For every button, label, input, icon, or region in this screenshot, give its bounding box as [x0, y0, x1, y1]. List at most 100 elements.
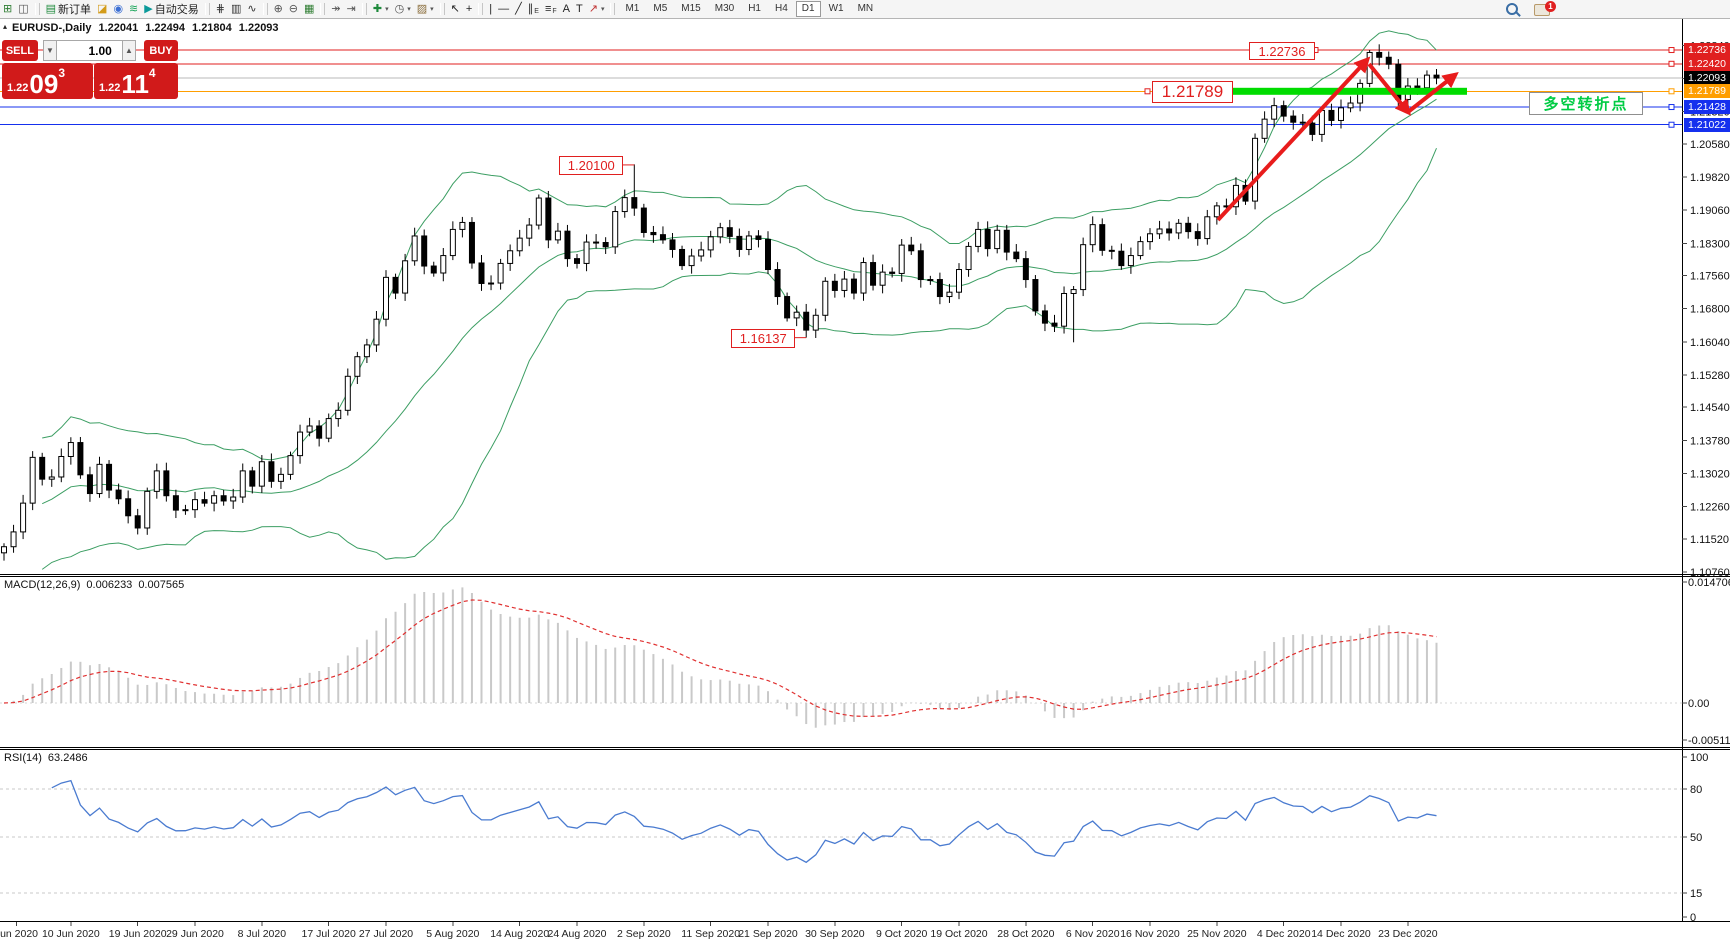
candle: [1, 543, 7, 561]
toolbar-separator: [361, 3, 367, 15]
tile-windows-icon[interactable]: ▦: [301, 1, 317, 17]
tf-h1[interactable]: H1: [748, 3, 761, 14]
tf-d1[interactable]: D1: [795, 1, 821, 17]
tf-mn[interactable]: MN: [857, 3, 874, 14]
candlestick-chart-icon[interactable]: ▥: [228, 1, 244, 17]
tf-m1[interactable]: M1: [625, 3, 640, 14]
price-label-1.22420: 1.22420: [1684, 56, 1730, 71]
candle: [163, 462, 170, 502]
annotation-price-120100[interactable]: 1.20100: [559, 156, 624, 176]
cursor-icon[interactable]: ↖: [448, 1, 463, 17]
periods-icon[interactable]: ◷ ▾: [392, 1, 414, 17]
auto-scroll-icon[interactable]: ↠: [328, 1, 343, 17]
text-icon[interactable]: A: [560, 1, 573, 17]
candle: [1147, 228, 1153, 250]
tf-m15[interactable]: M15: [681, 3, 701, 14]
candle: [29, 451, 36, 511]
auto-trading-button[interactable]: ▶ 自动交易: [141, 1, 201, 17]
rsi-label: RSI(14) 63.2486: [4, 752, 88, 764]
toolbar-separator: [478, 3, 484, 15]
tf-m30[interactable]: M30: [714, 3, 735, 14]
indicators-icon-dropdown[interactable]: ▾: [385, 6, 389, 13]
tf-w1[interactable]: W1: [828, 3, 844, 14]
date-tick: 5 Aug 2020: [426, 928, 479, 940]
trendline-icon[interactable]: ╱: [512, 1, 525, 17]
rsi-tick: 0: [1690, 912, 1696, 924]
volume-input[interactable]: 1.00: [57, 40, 122, 61]
annotation-note-text[interactable]: 多空转折点: [1529, 92, 1643, 115]
trend-arrow: [1216, 56, 1371, 222]
sell-price-main: 1.22: [7, 82, 29, 94]
one-click-collapse-icon[interactable]: ▴: [3, 22, 8, 31]
chart-shift-icon[interactable]: ⇥: [344, 1, 359, 17]
zoom-in-icon[interactable]: ⊕: [271, 1, 286, 17]
vertical-line-icon[interactable]: |: [486, 1, 495, 17]
candle: [277, 467, 284, 489]
sell-price[interactable]: 1.22 09 3: [2, 63, 93, 99]
new-order-button[interactable]: ▤ 新订单: [43, 1, 94, 17]
volume-increase-button[interactable]: ▲: [121, 40, 137, 61]
zoom-out-icon[interactable]: ⊖: [286, 1, 301, 17]
one-click-price-row: 1.22 09 3 1.22 11 4: [2, 63, 178, 99]
hline-end-marker: [1668, 121, 1675, 128]
auto-trading-button-label: 自动交易: [154, 4, 199, 16]
templates-icon[interactable]: ▨ ▾: [414, 1, 437, 17]
candle: [144, 487, 151, 535]
fibonacci-icon[interactable]: ≡ F: [542, 1, 560, 17]
annotation-price-122736[interactable]: 1.22736: [1249, 42, 1315, 61]
date-tick: 16 Nov 2020: [1120, 928, 1180, 940]
candlestick-chart-icon: ▥: [230, 3, 242, 15]
tf-h4[interactable]: H4: [774, 3, 788, 14]
price-label-1.21789: 1.21789: [1684, 84, 1730, 99]
date-tick: 14 Aug 2020: [490, 928, 549, 940]
sell-button[interactable]: SELL: [2, 40, 38, 61]
candle: [831, 273, 838, 298]
horizontal-line-icon[interactable]: —: [495, 1, 512, 17]
candle: [707, 230, 714, 258]
candle: [545, 190, 552, 249]
tf-m5[interactable]: M5: [653, 3, 668, 14]
search-icon[interactable]: [1506, 3, 1518, 15]
channel-icon[interactable]: ∥ E: [525, 1, 542, 17]
trendline-icon: ╱: [515, 3, 522, 15]
chart-objects-layer[interactable]: [621, 47, 1467, 339]
annotation-price-116137[interactable]: 1.16137: [731, 329, 796, 349]
date-tick: 4 Dec 2020: [1257, 928, 1311, 940]
toolbar-separator: [320, 3, 326, 15]
arrows-icon[interactable]: ↗ ▾: [586, 1, 608, 17]
label-icon[interactable]: T: [573, 1, 586, 17]
crosshair-icon[interactable]: +: [463, 1, 475, 17]
chart-profiles-icon: ◫: [18, 3, 29, 15]
new-order-button: ▤: [45, 3, 57, 15]
new-chart-icon[interactable]: ⊞: [0, 1, 15, 17]
candle: [421, 229, 428, 275]
bollinger-lower: [41, 148, 1437, 570]
arrows-icon-dropdown[interactable]: ▾: [600, 6, 605, 13]
candle: [765, 231, 771, 275]
signals-icon[interactable]: ≋: [126, 1, 141, 17]
candle: [593, 234, 600, 249]
chart-profiles-icon[interactable]: ◫: [15, 1, 31, 17]
buy-price[interactable]: 1.22 11 4: [94, 63, 178, 99]
bar-chart-icon[interactable]: ⋕: [213, 1, 228, 17]
indicators-icon[interactable]: ✚ ▾: [370, 1, 392, 17]
eraser-icon[interactable]: ◪: [94, 1, 110, 17]
candle: [58, 448, 65, 483]
candle: [335, 402, 342, 427]
channel-icon-sub: E: [534, 7, 539, 15]
date-tick: 30 Sep 2020: [805, 928, 865, 940]
buy-button[interactable]: BUY: [144, 40, 179, 61]
periods-icon-dropdown[interactable]: ▾: [407, 6, 411, 13]
candle: [20, 494, 27, 540]
candle: [631, 164, 638, 216]
annotation-price-121789[interactable]: 1.21789: [1152, 81, 1233, 104]
price-tick: 1.10760: [1690, 567, 1730, 579]
candle: [373, 310, 380, 352]
line-chart-icon[interactable]: ∿: [244, 1, 259, 17]
candle: [650, 225, 657, 243]
templates-icon-dropdown[interactable]: ▾: [430, 6, 434, 13]
date-tick: 6 Nov 2020: [1066, 928, 1120, 940]
community-icon[interactable]: ◉: [110, 1, 126, 17]
volume-decrease-button[interactable]: ▼: [42, 40, 58, 61]
notifications-icon[interactable]: 1: [1534, 1, 1556, 16]
